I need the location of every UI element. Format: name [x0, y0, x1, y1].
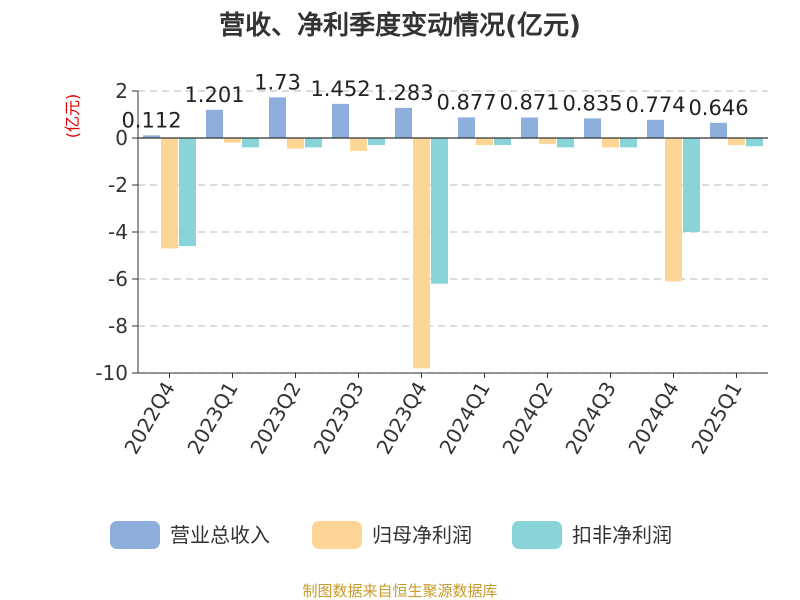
- data-label: 0.877: [436, 90, 496, 114]
- bar-1-2023Q4: [395, 107, 412, 138]
- bar-2-2022Q4: [161, 138, 178, 249]
- legend-swatch: [512, 521, 562, 549]
- bar-3-2024Q1: [494, 138, 511, 146]
- x-tick-label: 2022Q4: [119, 378, 179, 459]
- bar-3-2023Q1: [242, 138, 259, 148]
- y-tick-label: -2: [108, 173, 128, 197]
- x-tick-label: 2023Q2: [245, 378, 305, 459]
- y-tick-label: -8: [108, 314, 128, 338]
- data-label: 1.452: [310, 77, 370, 101]
- bar-3-2023Q4: [431, 138, 448, 284]
- bar-1-2024Q3: [584, 118, 601, 138]
- bar-1-2025Q1: [710, 122, 727, 138]
- x-tick-label: 2024Q1: [434, 378, 494, 459]
- bar-2-2023Q2: [287, 138, 304, 149]
- bar-1-2024Q4: [647, 119, 664, 138]
- bar-2-2024Q3: [602, 138, 619, 148]
- bar-3-2025Q1: [746, 138, 763, 147]
- data-label: 1.201: [184, 83, 244, 107]
- chart-title: 营收、净利季度变动情况(亿元): [219, 10, 581, 41]
- bar-2-2023Q4: [413, 138, 430, 369]
- bar-3-2024Q2: [557, 138, 574, 148]
- bar-3-2023Q2: [305, 138, 322, 148]
- y-axis: 2 0 -2 -4 -6 -8 -10: [95, 79, 139, 385]
- legend: 营业总收入 归母净利润 扣非净利润: [110, 521, 672, 549]
- data-label: 1.73: [254, 70, 301, 94]
- x-tick-label: 2024Q2: [497, 378, 557, 459]
- bar-2-2024Q4: [665, 138, 682, 282]
- bar-3-2024Q4: [683, 138, 700, 232]
- data-label: 1.283: [373, 81, 433, 105]
- data-label: 0.774: [625, 93, 685, 117]
- bar-3-2022Q4: [179, 138, 196, 247]
- bar-2-2024Q1: [476, 138, 493, 146]
- y-tick-label: 2: [115, 79, 128, 103]
- x-tick-label: 2023Q4: [371, 378, 431, 459]
- y-tick-label: -4: [108, 220, 128, 244]
- y-axis-unit-label: (亿元): [63, 94, 82, 139]
- data-label: 0.646: [688, 96, 748, 120]
- bar-1-2023Q1: [206, 109, 223, 138]
- x-tick-label: 2025Q1: [686, 378, 746, 459]
- x-tick-label: 2023Q1: [182, 378, 242, 459]
- bar-1-2024Q1: [458, 117, 475, 138]
- y-tick-label: -10: [95, 361, 128, 385]
- data-label: 0.112: [121, 108, 181, 132]
- bar-1-2023Q2: [269, 97, 286, 138]
- legend-item-3[interactable]: 扣非净利润: [512, 521, 672, 549]
- bar-2-2024Q2: [539, 138, 556, 144]
- legend-label: 归母净利润: [372, 523, 472, 547]
- bar-2-2023Q1: [224, 138, 241, 143]
- data-label: 0.871: [499, 91, 559, 115]
- x-tick-label: 2024Q3: [560, 378, 620, 459]
- legend-item-1[interactable]: 营业总收入: [110, 521, 270, 549]
- bar-3-2023Q3: [368, 138, 385, 146]
- bar-2-2025Q1: [728, 138, 745, 146]
- x-tick-label: 2023Q3: [308, 378, 368, 459]
- bar-1-2023Q3: [332, 103, 349, 138]
- y-tick-label: 0: [115, 126, 128, 150]
- legend-item-2[interactable]: 归母净利润: [312, 521, 472, 549]
- bar-2-2023Q3: [350, 138, 367, 151]
- data-label: 0.835: [562, 91, 622, 115]
- bar-3-2024Q3: [620, 138, 637, 148]
- source-note: 制图数据来自恒生聚源数据库: [302, 582, 497, 600]
- x-tick-label: 2024Q4: [623, 378, 683, 459]
- y-tick-label: -6: [108, 267, 128, 291]
- legend-label: 扣非净利润: [572, 523, 672, 547]
- legend-label: 营业总收入: [170, 523, 270, 547]
- legend-swatch: [312, 521, 362, 549]
- bar-1-2022Q4: [143, 135, 160, 138]
- legend-swatch: [110, 521, 160, 549]
- bar-1-2024Q2: [521, 117, 538, 138]
- bars: [143, 97, 763, 369]
